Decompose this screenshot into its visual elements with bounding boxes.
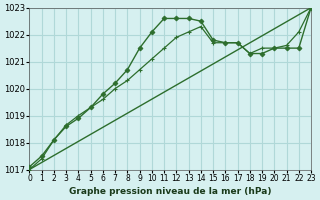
X-axis label: Graphe pression niveau de la mer (hPa): Graphe pression niveau de la mer (hPa) [69,187,271,196]
